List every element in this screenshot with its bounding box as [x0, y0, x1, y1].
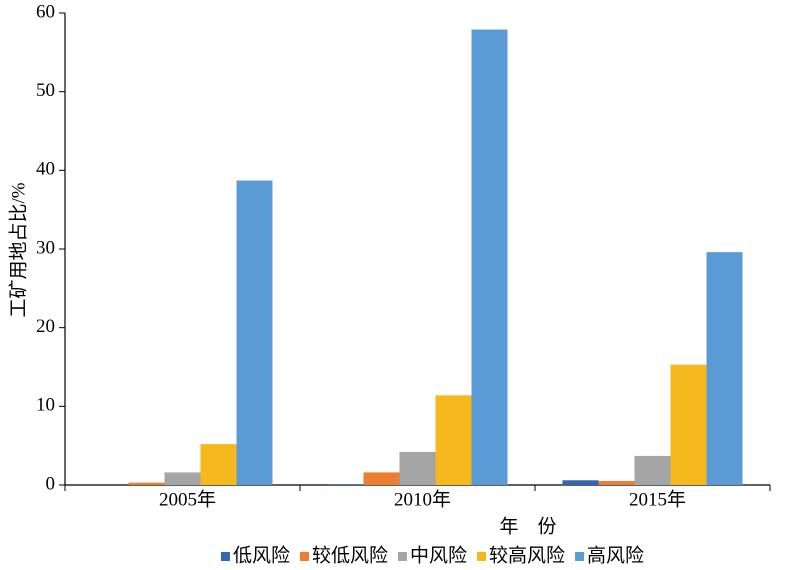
legend-label: 高风险 [587, 544, 644, 566]
bar [435, 395, 472, 485]
bar [399, 451, 436, 485]
legend-label: 较高风险 [489, 544, 565, 566]
bar [128, 482, 165, 485]
x-tick-label: 2005年 [159, 488, 216, 510]
bar [363, 472, 400, 485]
bar [670, 364, 707, 485]
y-axis-label: 工矿用地占比/% [7, 182, 29, 317]
legend-marker [397, 552, 407, 561]
y-tick-label: 20 [36, 316, 55, 337]
y-tick-label: 30 [36, 237, 55, 258]
y-tick-label: 40 [36, 159, 55, 180]
bar [634, 455, 671, 485]
y-tick-label: 60 [36, 1, 55, 22]
legend: 低风险 较低风险 中风险 较高风险 高风险 [220, 544, 644, 566]
x-axis-label: 年 份 [499, 515, 556, 537]
legend-label: 低风险 [233, 544, 290, 566]
bar [327, 484, 364, 485]
bar [471, 29, 508, 486]
bar [598, 481, 635, 485]
bar [164, 472, 201, 485]
legend-marker [220, 552, 230, 561]
bar [706, 252, 743, 485]
y-tick-label: 50 [36, 80, 55, 101]
x-tick-label: 2015年 [629, 488, 686, 510]
x-tick-label: 2010年 [394, 488, 451, 510]
legend-marker [575, 552, 585, 561]
y-tick-label: 10 [36, 395, 55, 416]
legend-marker [299, 552, 309, 561]
legend-label: 中风险 [410, 544, 467, 566]
bar [562, 480, 599, 485]
legend-label: 较低风险 [312, 544, 388, 566]
y-tick-label: 0 [46, 473, 56, 494]
bar [200, 444, 237, 485]
bar [236, 180, 273, 485]
legend-marker [477, 552, 487, 561]
